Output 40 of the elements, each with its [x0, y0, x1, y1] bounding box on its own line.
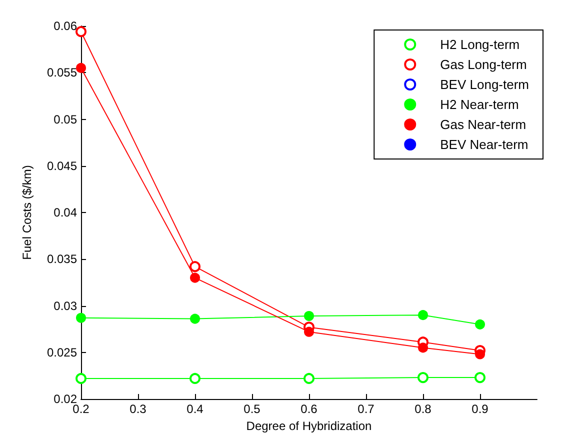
point: [190, 272, 200, 283]
point: [418, 310, 428, 320]
y-tick-label: 0.025: [46, 345, 78, 360]
point: [304, 311, 314, 322]
legend-label: Gas Long-term: [440, 57, 527, 72]
y-tick-label: 0.05: [54, 112, 78, 126]
y-axis-title: Fuel Costs ($/km): [20, 165, 34, 260]
x-tick-label: 0.7: [358, 402, 375, 416]
x-tick-label: 0.8: [414, 402, 432, 416]
y-tick-label: 0.04: [54, 206, 78, 220]
point: [418, 372, 428, 384]
legend-label: BEV Near-term: [440, 137, 528, 152]
x-tick-label: 0.3: [130, 402, 147, 416]
x-tick-label: 0.9: [472, 402, 489, 416]
legend-label: Gas Near-term: [440, 117, 526, 132]
point: [76, 372, 86, 384]
legend-label: H2 Near-term: [440, 97, 519, 112]
x-tick-label: 0.6: [300, 402, 318, 416]
point: [304, 372, 314, 384]
point: [474, 372, 486, 384]
x-tick-label: 0.4: [186, 402, 204, 416]
point: [190, 261, 200, 272]
legend-label: H2 Long-term: [440, 37, 520, 52]
x-axis-title: Degree of Hybridization: [246, 418, 372, 433]
y-tick-label: 0.035: [46, 252, 78, 266]
y-tick-label: 0.06: [54, 19, 78, 33]
y-tick-label: 0.045: [46, 158, 78, 173]
y-tick-label: 0.03: [54, 298, 78, 313]
point: [190, 372, 200, 384]
point: [418, 342, 428, 353]
point: [76, 312, 86, 323]
point: [76, 62, 86, 73]
point: [190, 314, 200, 324]
point: [76, 26, 86, 38]
point: [475, 349, 485, 360]
point: [475, 319, 485, 330]
x-tick-label: 0.5: [244, 402, 261, 416]
point: [304, 326, 314, 337]
y-tick-label: 0.055: [46, 66, 78, 80]
legend-label: BEV Long-term: [440, 77, 529, 92]
